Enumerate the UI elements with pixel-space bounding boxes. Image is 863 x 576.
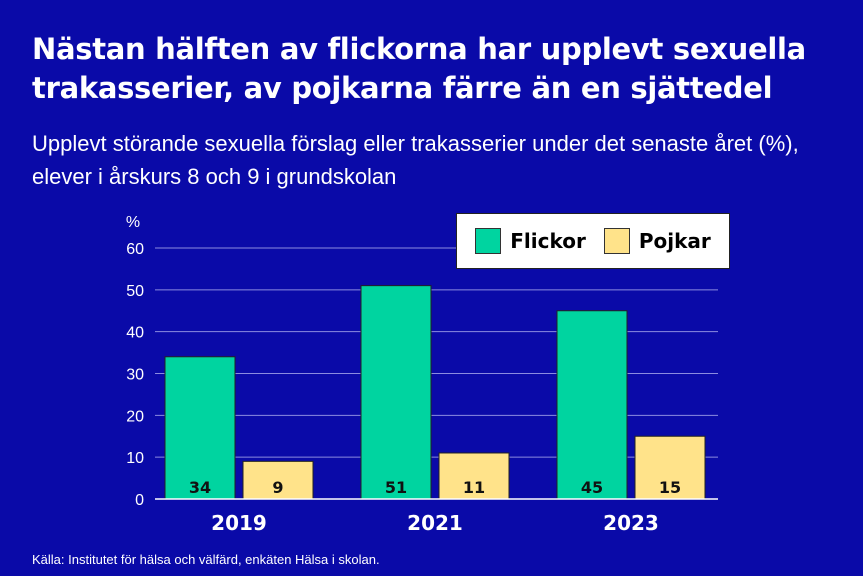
x-tick-label-2023: 2023 [603, 511, 659, 535]
x-tick-label-2021: 2021 [407, 511, 463, 535]
y-tick-label: 20 [126, 408, 144, 425]
bar-pojkar-2019 [242, 460, 314, 500]
x-tick-label-2019: 2019 [211, 511, 267, 535]
data-label: 34 [189, 478, 211, 497]
data-label: 11 [463, 478, 485, 497]
data-label: 51 [385, 478, 407, 497]
bar-flickor-2021 [360, 285, 432, 500]
data-label: 9 [272, 478, 283, 497]
bar-pojkar-2021 [438, 452, 510, 500]
y-tick-label: 50 [126, 283, 144, 300]
chart-title: Nästan hälften av flickorna har upplevt … [32, 32, 806, 105]
y-axis-unit-label: % [126, 214, 140, 231]
bar-flickor-2019 [164, 356, 236, 500]
bar-pojkar-2023 [634, 435, 706, 500]
legend-label-flickor: Flickor [510, 229, 586, 253]
y-tick-label: 0 [135, 492, 144, 509]
legend: Flickor Pojkar [456, 213, 730, 269]
legend-item-pojkar: Pojkar [603, 228, 711, 254]
y-tick-label: 30 [126, 367, 144, 384]
source-note: Källa: Institutet för hälsa och välfärd,… [32, 552, 380, 567]
chart-subtitle: Upplevt störande sexuella förslag eller … [32, 131, 799, 189]
legend-swatch-pojkar [603, 228, 630, 254]
legend-item-flickor: Flickor [475, 228, 586, 254]
y-tick-label: 40 [126, 325, 144, 342]
y-tick-label: 10 [126, 450, 144, 467]
bar-flickor-2023 [556, 310, 628, 500]
data-label: 45 [581, 478, 603, 497]
data-label: 15 [659, 478, 681, 497]
y-tick-label: 60 [126, 241, 144, 258]
legend-label-pojkar: Pojkar [638, 229, 711, 253]
legend-swatch-flickor [475, 228, 502, 254]
